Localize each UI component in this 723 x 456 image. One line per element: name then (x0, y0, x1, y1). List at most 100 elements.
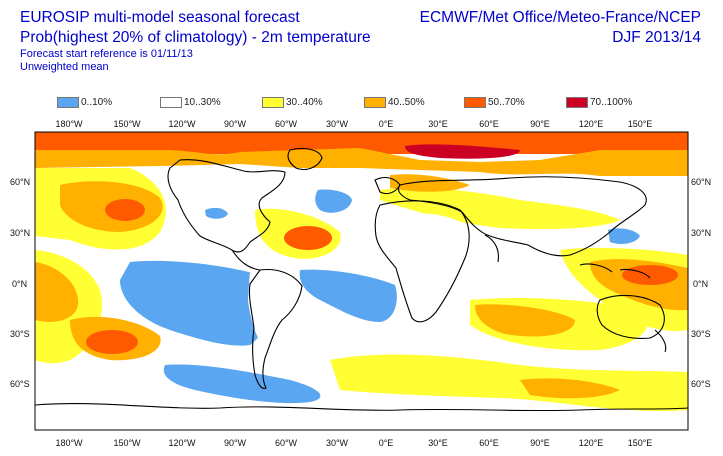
southeast-pacific-blue (120, 260, 274, 346)
legend-swatch (57, 96, 79, 108)
lon-label: 120°E (579, 438, 604, 448)
lon-label: 90°E (530, 438, 550, 448)
lon-label: 30°W (326, 119, 349, 129)
lon-label: 180°W (55, 119, 83, 129)
legend-swatch (464, 96, 486, 108)
southern-ocean-orange (520, 378, 620, 399)
legend-swatch (566, 96, 588, 108)
legend-label: 0..10% (81, 96, 113, 108)
legend-label: 10..30% (184, 96, 221, 108)
lat-label: 60°N (10, 177, 30, 187)
arctic-band (35, 132, 688, 154)
lat-label: 30°N (691, 228, 711, 238)
legend-swatch (160, 96, 182, 108)
south-atlantic-blue (299, 269, 397, 322)
legend-item: 10..30% (160, 95, 221, 109)
lon-label: 30°E (428, 119, 448, 129)
lon-label: 0°E (379, 119, 394, 129)
lon-label: 30°E (428, 438, 448, 448)
lon-label: 90°W (224, 119, 247, 129)
arctic-orange-zone (35, 148, 688, 176)
southern-ocean-yellow (330, 354, 688, 412)
eurasia-outline (397, 176, 647, 257)
bottom-lon-labels: 180°W 150°W 120°W 90°W 60°W 30°W 0°E 30°… (55, 438, 652, 448)
lat-label: 60°S (691, 379, 711, 389)
south-america-outline (248, 268, 303, 389)
lon-label: 120°E (579, 119, 604, 129)
lat-label: 0°N (693, 279, 708, 289)
lon-label: 30°W (326, 438, 349, 448)
lon-label: 150°W (113, 119, 141, 129)
legend-label: 40..50% (388, 96, 425, 108)
lat-label: 30°S (691, 329, 711, 339)
coastlines (35, 147, 688, 412)
lon-label: 150°E (628, 119, 653, 129)
central-america-outline (231, 249, 261, 271)
legend-item: 50..70% (464, 95, 525, 109)
title-block: EUROSIP multi-model seasonal forecast Pr… (20, 8, 371, 74)
indian-ocean-orange (475, 304, 575, 337)
centres-label: ECMWF/Met Office/Meteo-France/NCEP (419, 9, 701, 26)
maritime-red (622, 265, 678, 285)
europe-orange (390, 174, 470, 192)
legend: 0..10% 10..30% 30..40% 40..50% 50..70% 7… (0, 95, 723, 109)
lat-label: 0°N (12, 279, 27, 289)
new-zealand-outline (654, 329, 667, 353)
legend-label: 30..40% (286, 96, 323, 108)
lon-label: 0°E (379, 438, 394, 448)
lat-label: 60°S (10, 379, 30, 389)
source-block: ECMWF/Met Office/Meteo-France/NCEP DJF 2… (420, 8, 701, 48)
lon-label: 60°E (479, 119, 499, 129)
lon-label: 150°E (628, 438, 653, 448)
season-label: DJF 2013/14 (612, 29, 701, 46)
forecast-reference: Forecast start reference is 01/11/13 (20, 48, 193, 60)
legend-item: 40..50% (364, 95, 425, 109)
india-outline (484, 234, 499, 263)
weighting-note: Unweighted mean (20, 61, 109, 73)
legend-item: 0..10% (57, 95, 112, 109)
south-america-white (248, 269, 295, 350)
lon-label: 60°W (275, 119, 298, 129)
lon-label: 120°W (168, 119, 196, 129)
africa-outline (374, 200, 470, 323)
lat-label: 30°S (10, 329, 30, 339)
eurasia-yellow (380, 188, 620, 230)
legend-swatch (364, 96, 386, 108)
lon-label: 120°W (168, 438, 196, 448)
north-america-outline (167, 159, 286, 253)
antarctica-outline (35, 403, 688, 412)
indonesia-outline (579, 263, 651, 279)
legend-label: 70..100% (590, 96, 633, 108)
north-pacific-red (105, 199, 145, 221)
chart-title: EUROSIP multi-model seasonal forecast (20, 9, 300, 26)
chart-subtitle: Prob(highest 20% of climatology) - 2m te… (20, 29, 371, 46)
lat-label: 30°N (10, 228, 30, 238)
siberia-hot-spot (405, 144, 520, 159)
right-lat-labels: 60°N 30°N 0°N 30°S 60°S (691, 177, 711, 389)
top-lon-labels: 180°W 150°W 120°W 90°W 60°W 30°W 0°E 30°… (55, 119, 652, 129)
lon-label: 60°E (479, 438, 499, 448)
lon-label: 150°W (113, 438, 141, 448)
legend-item: 30..40% (262, 95, 323, 109)
greenland-outline (287, 147, 323, 171)
north-atlantic-blue (315, 189, 352, 213)
left-lat-labels: 60°N 30°N 0°N 30°S 60°S (10, 177, 30, 389)
southern-pacific-blue (163, 364, 321, 404)
legend-swatch (262, 96, 284, 108)
lat-label: 60°N (691, 177, 711, 187)
legend-item: 70..100% (566, 95, 632, 109)
lon-label: 90°E (530, 119, 550, 129)
us-blue (205, 207, 228, 219)
south-pacific-red (86, 330, 138, 354)
map-field (35, 132, 688, 430)
east-pacific-orange (35, 262, 79, 322)
lon-label: 90°W (224, 438, 247, 448)
japan-blue (608, 228, 640, 244)
map-frame (34, 131, 689, 431)
atlantic-red (284, 226, 332, 250)
lon-label: 180°W (55, 438, 83, 448)
lon-label: 60°W (275, 438, 298, 448)
africa-white (391, 213, 471, 304)
australia-outline (596, 294, 665, 339)
